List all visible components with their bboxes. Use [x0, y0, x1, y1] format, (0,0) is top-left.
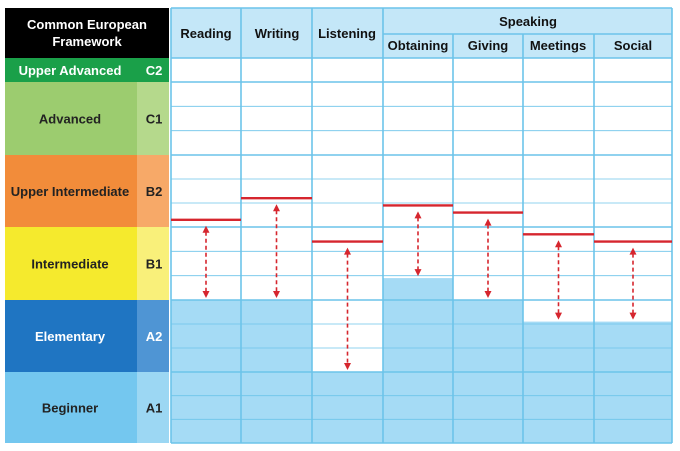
- level-code-cell: [137, 227, 169, 300]
- level-code: B2: [146, 184, 163, 199]
- level-name-cell: [5, 155, 137, 227]
- column-headers: Reading Writing Listening Speaking Obtai…: [180, 14, 652, 53]
- gap-arrow-head-down: [555, 312, 562, 320]
- level-name: Intermediate: [31, 257, 108, 272]
- grid-lines: [170, 7, 673, 444]
- level-code-cell: [137, 58, 169, 82]
- gap-arrow-head-down: [344, 363, 351, 370]
- bar: [312, 372, 383, 443]
- header-speaking: Speaking: [499, 14, 557, 29]
- gap-arrow-head-down: [629, 312, 637, 320]
- gap-arrow-head-up: [202, 225, 210, 233]
- header-writing: Writing: [255, 26, 300, 41]
- bar: [383, 278, 453, 443]
- column-header-band: [171, 8, 672, 58]
- level-name: Upper Intermediate: [11, 184, 129, 199]
- header-listening: Listening: [318, 26, 376, 41]
- gap-arrow-head-up: [629, 247, 637, 255]
- level-name-cell: [5, 372, 137, 443]
- level-code-cell: [137, 300, 169, 372]
- header-meetings: Meetings: [530, 38, 586, 53]
- level-code: A2: [146, 329, 163, 344]
- gap-arrow-head-up: [273, 204, 280, 212]
- level-code-cell: [137, 155, 169, 227]
- framework-header-cell: [5, 8, 169, 58]
- header-giving: Giving: [468, 38, 509, 53]
- gap-arrow-head-down: [484, 291, 492, 298]
- level-name: Advanced: [39, 112, 101, 127]
- header-reading: Reading: [180, 26, 231, 41]
- level-code: C1: [146, 112, 163, 127]
- gap-arrow-head-down: [273, 291, 280, 298]
- header-obtaining: Obtaining: [388, 38, 449, 53]
- bar: [523, 321, 594, 443]
- gap-arrow-head-up: [555, 240, 562, 248]
- level-code: C2: [146, 63, 163, 78]
- level-name: Beginner: [42, 401, 98, 416]
- framework-header-line2: Framework: [52, 34, 122, 49]
- level-rows: Upper Advanced C2 Advanced C1 Upper Intermed…: [5, 58, 169, 443]
- target-markers: [171, 196, 672, 370]
- level-name: Upper Advanced: [19, 63, 122, 78]
- level-name-cell: [5, 227, 137, 300]
- level-code: A1: [146, 401, 163, 416]
- level-name: Elementary: [35, 329, 106, 344]
- level-name-cell: [5, 82, 137, 155]
- gap-arrow-head-up: [344, 247, 351, 255]
- level-name-cell: [5, 300, 137, 372]
- bar: [594, 321, 672, 443]
- gap-arrow-head-up: [484, 218, 492, 226]
- level-code: B1: [146, 257, 163, 272]
- framework-header-line1: Common European: [27, 17, 147, 32]
- level-code-cell: [137, 372, 169, 443]
- gap-arrow-head-up: [414, 211, 422, 219]
- header-social: Social: [614, 38, 652, 53]
- level-name-cell: [5, 58, 137, 82]
- gap-arrow-head-down: [414, 269, 422, 277]
- gap-arrow-head-down: [202, 291, 210, 298]
- level-code-cell: [137, 82, 169, 155]
